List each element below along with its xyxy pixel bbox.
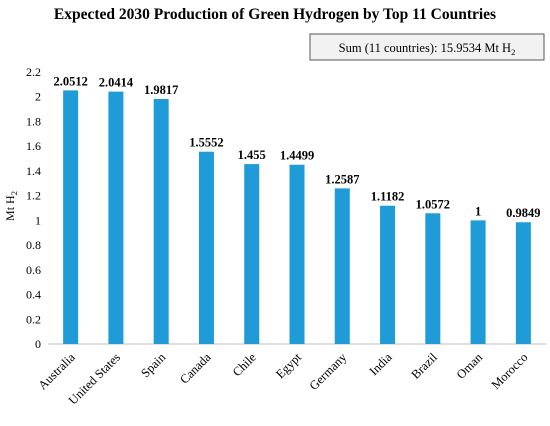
- y-tick-label: 1: [35, 213, 41, 227]
- x-tick-label: Brazil: [408, 350, 440, 382]
- y-tick-label: 0.2: [26, 312, 41, 326]
- data-label: 1.0572: [416, 197, 450, 211]
- y-tick-label: 0.4: [26, 288, 41, 302]
- x-tick-label: Spain: [138, 350, 169, 381]
- bar-canada: [198, 151, 214, 344]
- data-label: 1.4499: [280, 149, 314, 163]
- bar-brazil: [425, 213, 441, 344]
- y-tick-label: 2: [35, 90, 41, 104]
- bar-germany: [334, 188, 350, 344]
- x-tick-label: Chile: [230, 350, 259, 379]
- y-tick-label: 0.8: [26, 238, 41, 252]
- y-tick-label: 1.4: [26, 164, 41, 178]
- data-label: 2.0414: [99, 76, 134, 90]
- y-tick-label: 2.2: [26, 65, 41, 79]
- data-label: 1.1182: [371, 190, 405, 204]
- y-tick-label: 1.2: [26, 189, 41, 203]
- bar-morocco: [515, 222, 531, 344]
- data-label: 1.2587: [325, 172, 359, 186]
- x-tick-label: India: [367, 350, 395, 378]
- x-tick-label: Canada: [177, 350, 214, 387]
- data-label: 1.5552: [189, 136, 223, 150]
- bar-spain: [153, 98, 169, 345]
- y-tick-label: 0.6: [26, 263, 41, 277]
- y-axis-ticks: 0 0.2 0.4 0.6 0.8 1 1.2 1.4 1.6 1.8 2 2.2: [26, 65, 41, 351]
- bar-egypt: [289, 164, 305, 344]
- sum-annotation-box: Sum (11 countries): 15.9534 Mt H2: [309, 33, 545, 61]
- y-tick-label: 0: [35, 337, 41, 351]
- bars-group: [63, 90, 531, 345]
- data-label: 1.455: [238, 148, 266, 162]
- bar-india: [380, 205, 396, 344]
- bar-united-states: [108, 91, 124, 344]
- data-labels-group: 2.0512 2.0414 1.9817 1.5552 1.455 1.4499 1.258…: [53, 74, 540, 220]
- data-label: 0.9849: [506, 206, 540, 220]
- x-tick-label: Egypt: [273, 350, 304, 381]
- y-axis-label: Mt H2: [3, 191, 19, 221]
- sum-annotation-text: Sum (11 countries): 15.9534 Mt H2: [339, 41, 516, 57]
- chart-title: Expected 2030 Production of Green Hydrog…: [54, 6, 496, 23]
- bar-australia: [63, 90, 79, 344]
- bar-oman: [470, 220, 486, 344]
- x-tick-label: Morocco: [489, 350, 531, 392]
- data-label: 1.9817: [144, 83, 178, 97]
- bar-chile: [244, 164, 260, 344]
- x-tick-label: Australia: [35, 350, 78, 393]
- x-tick-label: Oman: [454, 350, 486, 382]
- y-tick-label: 1.6: [26, 139, 41, 153]
- y-tick-label: 1.8: [26, 114, 41, 128]
- x-tick-label: Germany: [307, 350, 350, 393]
- data-label: 1: [475, 204, 481, 218]
- data-label: 2.0512: [53, 74, 87, 88]
